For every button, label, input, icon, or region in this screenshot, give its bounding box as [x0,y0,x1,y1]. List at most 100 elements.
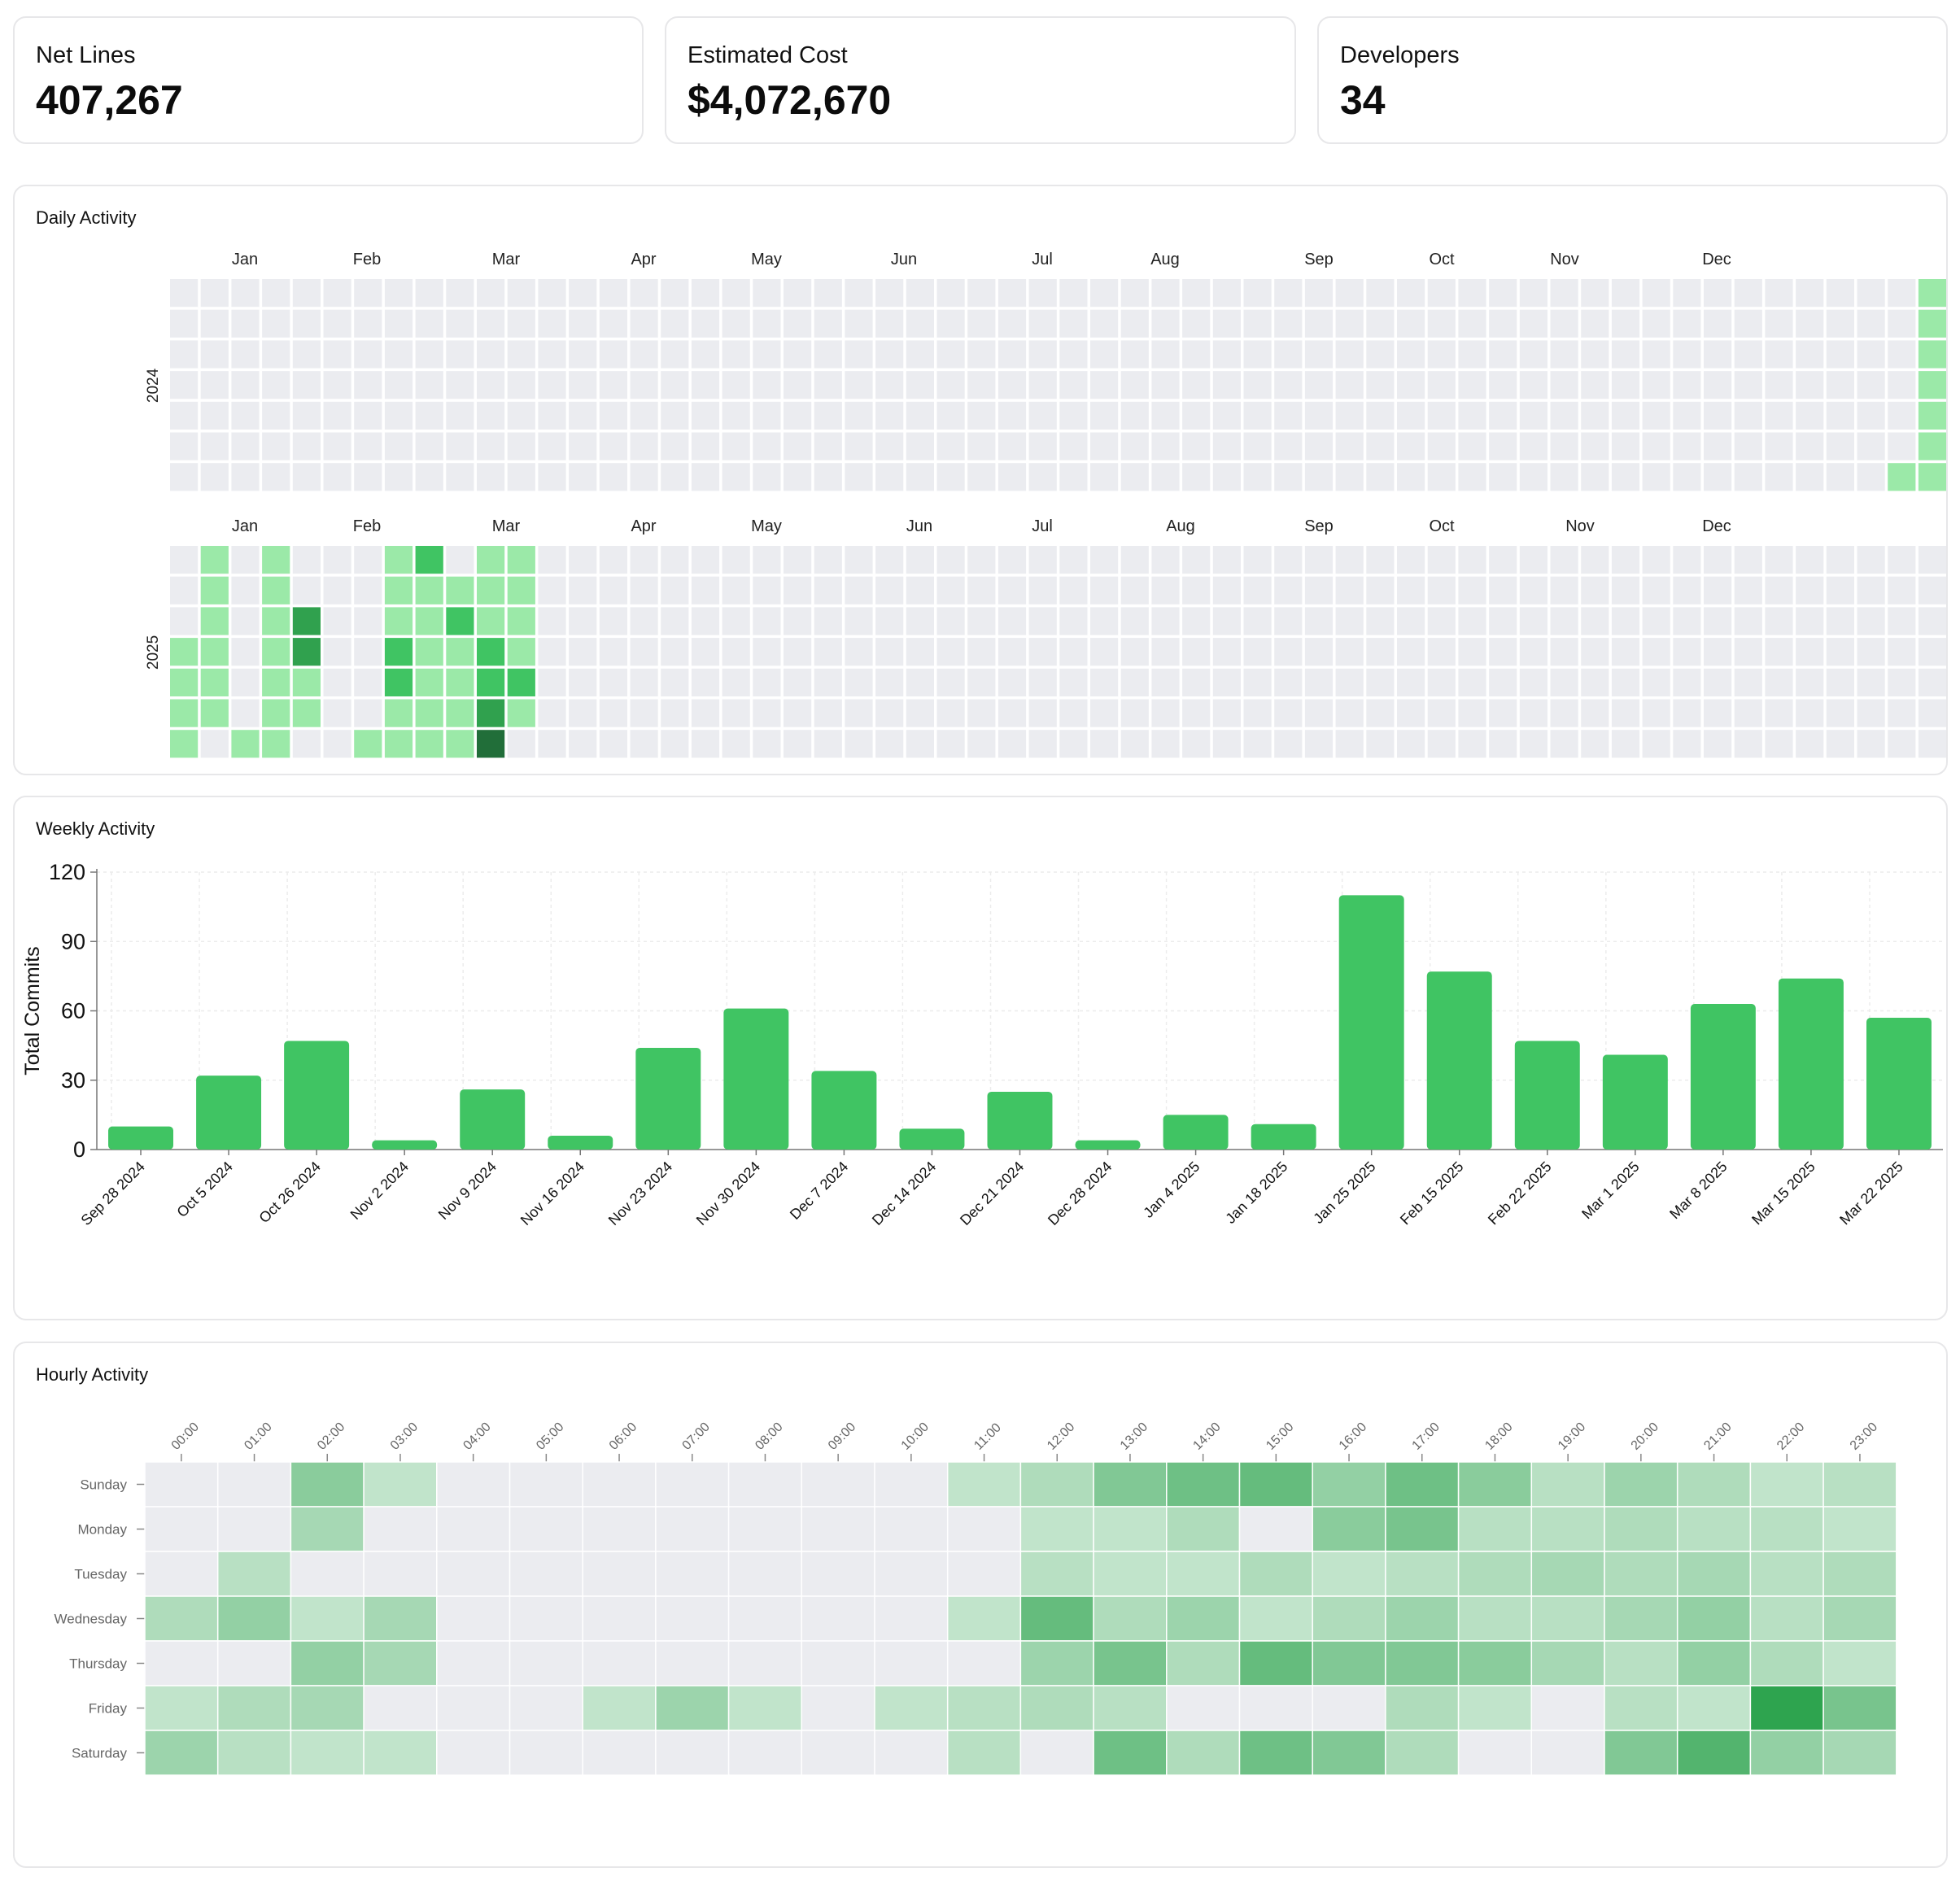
hour-cell [363,1461,438,1508]
day-cell [1272,728,1304,760]
day-cell [1334,666,1365,698]
day-cell [413,636,445,668]
day-cell [874,728,906,760]
hour-cell [1749,1551,1824,1597]
day-cell [1886,277,1918,309]
day-cell [1395,277,1427,309]
day-cell [782,605,814,637]
hour-cell [946,1730,1022,1776]
day-cell [382,697,415,729]
day-cell [229,574,261,606]
weekly-activity-bar-chart: 0 30 60 90 120 Total Commits Sep 28 2024 Oct 5 … [21,860,1943,1228]
day-cell [413,338,445,370]
day-cell [1272,277,1304,309]
day-cell [1886,399,1918,431]
day-cell [843,728,875,760]
day-cell [751,277,783,309]
month-label: Mar [492,251,521,268]
day-cell [1272,636,1304,668]
day-cell [1425,544,1457,576]
day-cell [290,338,322,370]
hour-cell [582,1551,657,1597]
day-cell [904,544,936,576]
day-cell [290,399,322,431]
day-cell [843,399,875,431]
hour-label: 18:00 [1482,1420,1515,1452]
hour-cell [1676,1506,1752,1552]
day-cell [1671,728,1703,760]
day-cell [1364,666,1396,698]
day-cell [475,574,507,606]
month-label: Dec [1702,517,1731,535]
day-cell [290,277,322,309]
day-cell [1150,605,1181,637]
day-cell [444,728,476,760]
day-cell [199,369,230,401]
month-label: Jan [232,517,258,535]
day-cell [1150,666,1181,698]
x-tick-label: Dec 14 2024 [869,1158,939,1228]
day-cell [782,697,814,729]
day-cell [628,461,660,493]
day-cell [321,728,353,760]
hour-cell [1019,1461,1094,1508]
hour-cell [1385,1506,1460,1552]
day-cell [1671,308,1703,339]
day-cell [475,697,507,729]
day-cell [1763,369,1795,401]
day-cell [1058,461,1089,493]
day-cell [628,338,660,370]
hour-cell [582,1730,657,1776]
day-cell [1211,308,1243,339]
day-cell [290,544,322,576]
day-cell [689,605,722,637]
hour-cell [1530,1506,1605,1552]
day-cell [475,338,507,370]
day-cell [628,399,660,431]
day-cell [689,636,722,668]
day-cell [321,430,353,462]
day-cell [843,605,875,637]
day-cell [1702,605,1734,637]
day-label: Saturday [72,1746,128,1761]
day-cell [1732,277,1764,309]
day-cell [966,636,997,668]
day-cell [966,277,997,309]
day-cell [1395,369,1427,401]
hour-cell [1822,1551,1897,1597]
day-cell [1119,636,1150,668]
day-cell [1181,574,1212,606]
day-cell [1609,544,1642,576]
day-cell [1303,544,1335,576]
day-cell [1824,605,1857,637]
day-cell [1763,399,1795,431]
day-cell [812,461,844,493]
day-cell [260,399,292,431]
bar [1338,895,1404,1150]
day-cell [199,636,230,668]
day-cell [597,574,629,606]
month-label: Aug [1150,251,1180,268]
day-cell [444,666,476,698]
day-cell [199,461,230,493]
hour-cell [144,1551,219,1597]
day-cell [1027,308,1059,339]
y-tick-label: 0 [73,1137,85,1162]
day-cell [659,369,691,401]
day-cell [1640,399,1672,431]
day-cell [1671,399,1703,431]
day-cell [1242,697,1273,729]
day-cell [1517,338,1550,370]
day-cell [229,430,261,462]
day-cell [1579,636,1611,668]
day-cell [290,728,322,760]
stat-label: Estimated Cost [688,42,848,68]
day-cell [1763,728,1795,760]
day-cell [966,308,997,339]
day-cell [1119,461,1150,493]
day-cell [505,636,537,668]
hour-cell [1238,1640,1313,1686]
day-cell [1548,574,1580,606]
day-cell [935,697,967,729]
day-cell [1702,461,1734,493]
